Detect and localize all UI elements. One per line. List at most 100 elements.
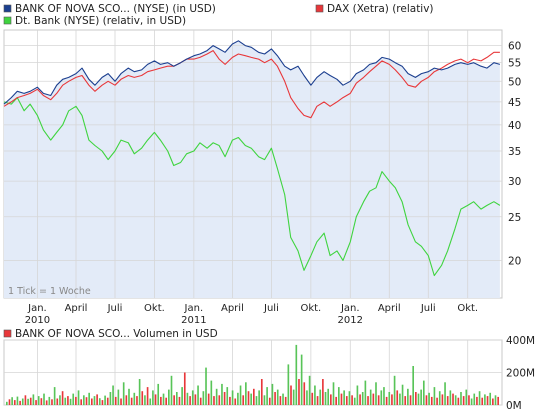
volume-bar [337,387,340,405]
volume-bar [19,400,21,405]
volume-bar [56,398,59,405]
volume-bar [407,388,409,406]
volume-bar [311,392,314,405]
volume-bar [194,394,197,405]
volume-bar [385,396,388,405]
volume-bar [218,395,221,406]
volume-bar [425,395,428,406]
volume-bar [181,387,183,405]
volume-bar [353,397,356,405]
volume-bar [319,389,322,405]
volume-bar [96,394,98,405]
volume-bar [93,396,96,405]
volume-bar [494,395,497,406]
volume-bar [484,394,486,405]
volume-bar [114,396,117,405]
y-tick-label: 40 [508,120,521,132]
volume-bar [295,344,298,405]
x-tick-label: April [65,303,88,314]
volume-bar [351,395,353,406]
y-tick-label: 25 [508,212,521,224]
volume-bar [433,387,436,405]
x-tick-label: Okt. [457,303,478,314]
x-tick-label: Okt. [144,303,165,314]
y-tick-label: 45 [508,97,521,109]
volume-bar [61,391,64,405]
volume-bar [263,395,266,406]
volume-bar [476,396,478,405]
volume-bar [364,380,367,405]
volume-bar [438,391,441,405]
volume-bar [404,396,407,405]
legend-label-1: BANK OF NOVA SCO... (NYSE) (in USD) [15,3,216,15]
y-tick-label: 35 [508,146,521,158]
volume-bar [327,388,330,406]
volume-legend: BANK OF NOVA SCO... Volumen in USD [3,328,218,340]
volume-bar [436,397,438,405]
volume-bar [59,395,61,406]
volume-bar [141,391,144,405]
volume-bar [183,372,186,405]
volume-bar [186,392,189,405]
volume-bar [401,384,404,405]
volume-bar [53,387,56,405]
x-tick-label: April [378,303,401,314]
volume-bar [383,387,385,405]
volume-plot: 0M 200M 400M [3,335,535,412]
volume-bar [415,392,417,405]
volume-bar [486,396,489,405]
legend-swatch-1 [3,4,12,13]
volume-bar [420,389,422,405]
volume-bar [369,389,372,405]
volume-bar [284,396,287,405]
volume-bar [136,396,138,405]
volume-bar [292,389,295,405]
y-tick-label: 50 [508,76,521,88]
volume-bar [90,398,93,405]
volume-bar [468,395,470,406]
volume-bar [21,398,24,405]
series-line-2 [3,50,500,119]
legend-swatch-3 [3,16,12,25]
volume-bar [247,391,250,405]
volume-bar [146,387,149,405]
volume-bar [16,396,19,405]
series-line-1 [3,40,501,105]
volume-legend-swatch [3,329,12,338]
volume-bar [330,394,332,405]
volume-bar [460,392,462,405]
volume-bar [133,392,136,405]
volume-bar [191,390,194,405]
volume-bar [213,396,215,405]
y-tick-label: 20 [508,255,521,267]
volume-bar [372,393,375,405]
volume-bar [226,387,229,405]
y-tick-label: 55 [508,58,521,70]
volume-bar [122,382,125,406]
volume-bar [345,396,348,405]
volume-bar [157,383,160,405]
volume-bar [64,397,67,405]
volume-bar [178,396,181,405]
main-legend: BANK OF NOVA SCO... (NYSE) (in USD) DAX (… [3,3,434,27]
volume-bar [359,394,361,405]
volume-bar [210,380,213,405]
volume-bar [316,396,319,405]
volume-bar [72,393,75,405]
volume-bar [6,401,8,406]
volume-bar [324,392,327,405]
volume-legend-label: BANK OF NOVA SCO... Volumen in USD [15,328,218,340]
volume-bar [130,397,133,405]
volume-bar [258,390,260,405]
volume-bar [454,395,457,406]
volume-bar [340,393,343,405]
x-year-label: 2010 [25,315,50,326]
volume-bar [67,396,69,405]
volume-bar [239,385,242,405]
volume-bar [409,395,412,406]
legend-label-3: Dt. Bank (NYSE) (relativ, in USD) [15,15,186,27]
volume-bar [40,398,43,405]
volume-bar [282,393,284,405]
volume-tick-label: 400M [506,335,535,347]
volume-bar [162,393,165,405]
